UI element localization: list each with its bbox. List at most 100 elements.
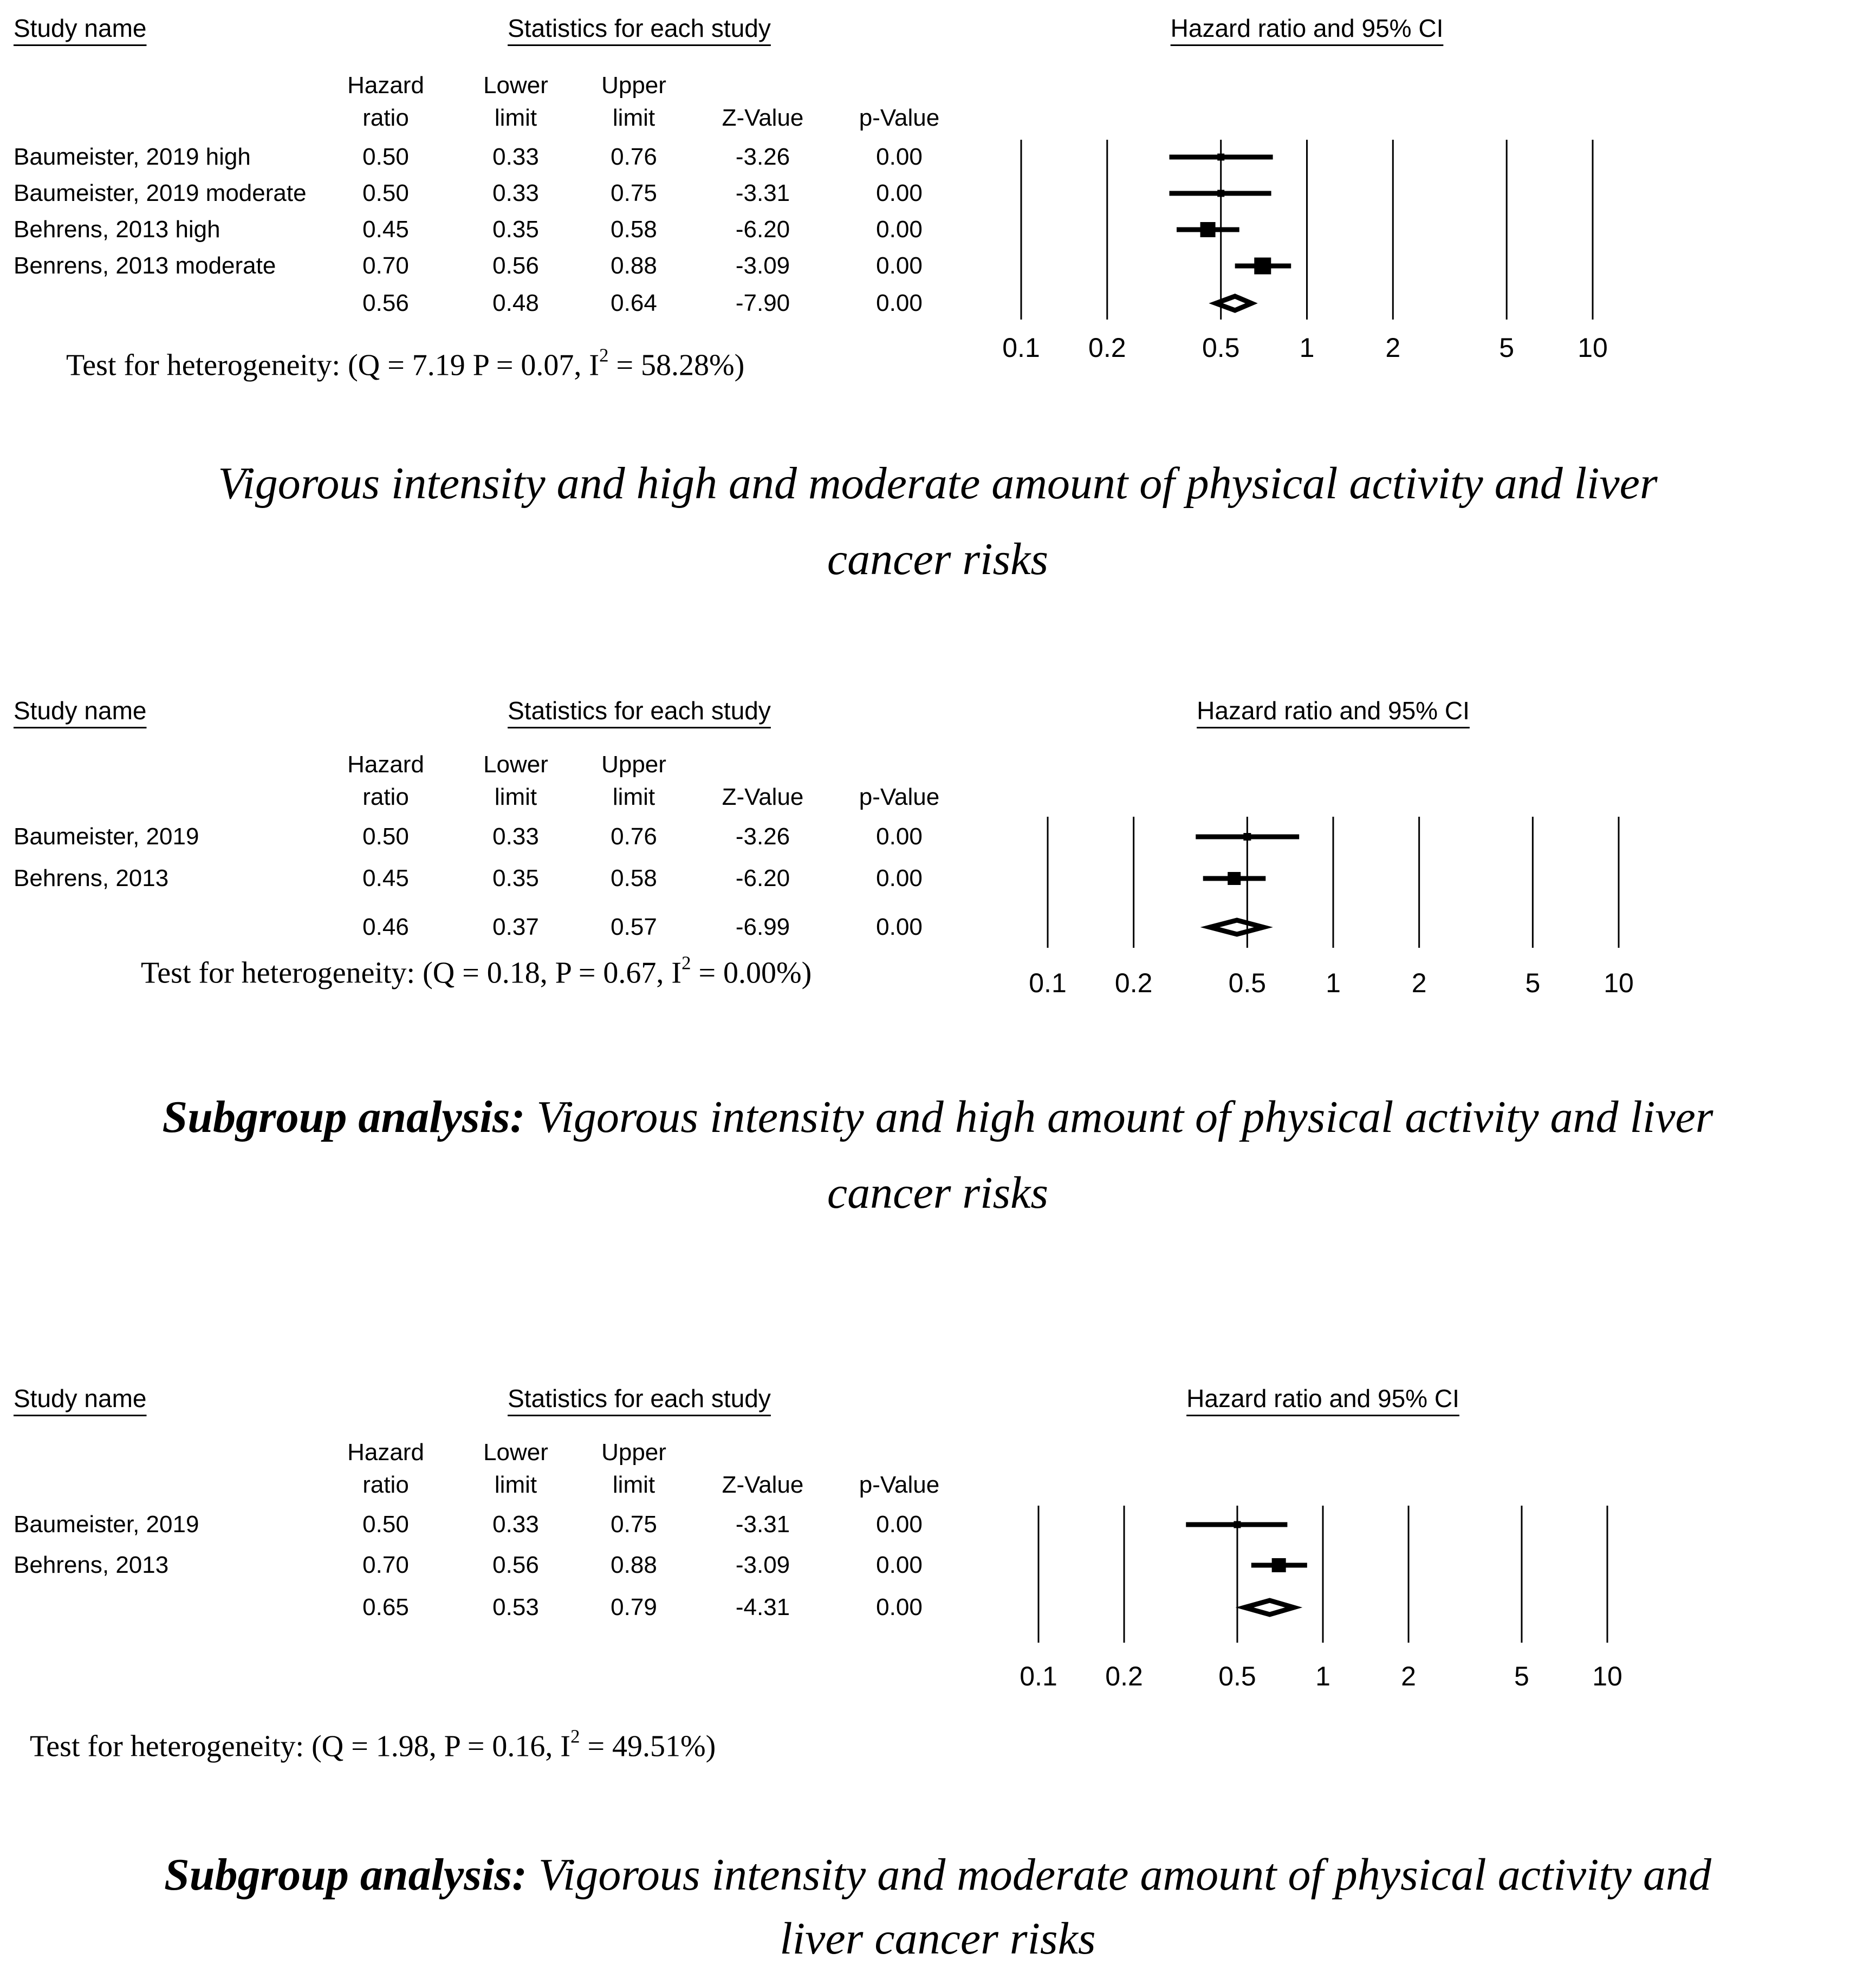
stat-value: 0.33 bbox=[492, 823, 539, 850]
stat-value: 0.75 bbox=[611, 180, 657, 206]
stat-value: 0.76 bbox=[611, 144, 657, 170]
column-header: Hazard bbox=[347, 751, 424, 778]
stat-value: 0.00 bbox=[876, 144, 923, 170]
panel-caption-line-1: Subgroup analysis: Vigorous intensity an… bbox=[163, 1090, 1713, 1144]
study-label: Behrens, 2013 bbox=[14, 865, 169, 891]
stat-value: -6.99 bbox=[735, 914, 790, 940]
stat-value: 0.00 bbox=[876, 252, 923, 279]
column-header: Hazard bbox=[347, 1439, 424, 1466]
caption-text: Vigorous intensity and high and moderate… bbox=[218, 458, 1658, 509]
study-label: Behrens, 2013 high bbox=[14, 216, 220, 243]
axis-tick-label: 0.1 bbox=[1020, 1661, 1057, 1691]
stat-value: 0.37 bbox=[492, 914, 539, 940]
axis-tick-label: 10 bbox=[1592, 1661, 1622, 1691]
axis-tick-label: 0.5 bbox=[1218, 1661, 1256, 1691]
stat-value: -3.09 bbox=[735, 1552, 790, 1578]
stat-value: 0.70 bbox=[362, 1552, 409, 1578]
stat-value: 0.35 bbox=[492, 865, 539, 891]
stat-value: 0.57 bbox=[611, 914, 657, 940]
stat-value: 0.33 bbox=[492, 1511, 539, 1538]
axis-tick-label: 0.2 bbox=[1088, 333, 1126, 363]
stat-value: 0.65 bbox=[362, 1594, 409, 1620]
effect-marker bbox=[1254, 257, 1271, 275]
stat-value: 0.88 bbox=[611, 1552, 657, 1578]
column-header: Upper bbox=[601, 1439, 666, 1466]
plot-header: Hazard ratio and 95% CI bbox=[1197, 696, 1470, 725]
heterogeneity-pre: Test for heterogeneity: (Q = 0.18, P = 0… bbox=[141, 956, 682, 990]
column-header: ratio bbox=[362, 105, 409, 131]
study-name-header: Study name bbox=[14, 14, 147, 42]
stat-value: -3.26 bbox=[735, 144, 790, 170]
stat-value: 0.00 bbox=[876, 823, 923, 850]
heterogeneity-superscript: 2 bbox=[570, 1726, 580, 1747]
effect-marker bbox=[1271, 1558, 1286, 1572]
heterogeneity-superscript: 2 bbox=[599, 344, 609, 366]
heterogeneity-pre: Test for heterogeneity: (Q = 7.19 P = 0.… bbox=[66, 348, 600, 382]
stat-value: -4.31 bbox=[735, 1594, 790, 1620]
column-header: limit bbox=[612, 784, 655, 810]
panel-caption-line-2: cancer risks bbox=[827, 532, 1048, 587]
heterogeneity-post: = 0.00%) bbox=[691, 956, 812, 990]
study-label: Baumeister, 2019 moderate bbox=[14, 180, 307, 206]
panel-caption-line-2: liver cancer risks bbox=[780, 1912, 1095, 1966]
stat-value: 0.70 bbox=[362, 252, 409, 279]
stat-value: 0.75 bbox=[611, 1511, 657, 1538]
stat-value: 0.56 bbox=[492, 1552, 539, 1578]
stat-value: -3.31 bbox=[735, 180, 790, 206]
stat-value: 0.48 bbox=[492, 290, 539, 316]
study-name-header: Study name bbox=[14, 1384, 147, 1412]
axis-tick-label: 2 bbox=[1411, 968, 1427, 998]
stat-value: 0.45 bbox=[362, 216, 409, 243]
stat-value: 0.00 bbox=[876, 1552, 923, 1578]
panel-caption-line-2: cancer risks bbox=[827, 1166, 1048, 1220]
column-header: limit bbox=[494, 784, 537, 810]
heterogeneity-post: = 58.28%) bbox=[608, 348, 745, 382]
column-header: p-Value bbox=[859, 1472, 940, 1498]
stat-value: 0.00 bbox=[876, 216, 923, 243]
axis-tick-label: 5 bbox=[1525, 968, 1541, 998]
heterogeneity-post: = 49.51%) bbox=[580, 1729, 716, 1763]
column-header: Lower bbox=[483, 751, 548, 778]
column-header: Z-Value bbox=[722, 1472, 804, 1498]
pooled-diamond bbox=[1209, 294, 1258, 313]
caption-text: cancer risks bbox=[827, 534, 1049, 584]
column-header: Z-Value bbox=[722, 784, 804, 810]
heterogeneity-superscript: 2 bbox=[681, 952, 691, 974]
panel-caption-line-1: Subgroup analysis: Vigorous intensity an… bbox=[164, 1848, 1711, 1902]
stat-value: 0.35 bbox=[492, 216, 539, 243]
axis-tick-label: 2 bbox=[1401, 1661, 1416, 1691]
stat-value: 0.64 bbox=[611, 290, 657, 316]
axis-tick-label: 5 bbox=[1499, 333, 1515, 363]
stat-value: 0.76 bbox=[611, 823, 657, 850]
stat-value: 0.45 bbox=[362, 865, 409, 891]
stat-value: 0.58 bbox=[611, 865, 657, 891]
axis-tick-label: 1 bbox=[1299, 333, 1315, 363]
heterogeneity-text: Test for heterogeneity: (Q = 1.98, P = 0… bbox=[30, 1726, 716, 1769]
axis-tick-label: 0.5 bbox=[1228, 968, 1267, 998]
pooled-diamond bbox=[1200, 917, 1273, 937]
stat-value: 0.46 bbox=[362, 914, 409, 940]
column-header: limit bbox=[612, 1472, 655, 1498]
stat-value: 0.58 bbox=[611, 216, 657, 243]
axis-tick-label: 1 bbox=[1326, 968, 1341, 998]
stat-value: 0.56 bbox=[362, 290, 409, 316]
stat-value: 0.88 bbox=[611, 252, 657, 279]
study-label: Baumeister, 2019 bbox=[14, 823, 199, 850]
stat-value: 0.50 bbox=[362, 144, 409, 170]
effect-marker bbox=[1200, 222, 1216, 237]
stat-value: 0.53 bbox=[492, 1594, 539, 1620]
effect-marker bbox=[1228, 872, 1241, 885]
plot-header: Hazard ratio and 95% CI bbox=[1186, 1384, 1459, 1412]
column-header: ratio bbox=[362, 784, 409, 810]
axis-tick-label: 0.1 bbox=[1002, 333, 1040, 363]
column-header: Upper bbox=[601, 72, 666, 99]
stat-value: -3.09 bbox=[735, 252, 790, 279]
stat-value: 0.50 bbox=[362, 1511, 409, 1538]
stat-value: 0.00 bbox=[876, 914, 923, 940]
stat-value: -3.26 bbox=[735, 823, 790, 850]
stats-header: Statistics for each study bbox=[508, 1384, 771, 1412]
stats-header: Statistics for each study bbox=[508, 696, 771, 725]
caption-text: Vigorous intensity and high amount of ph… bbox=[536, 1092, 1713, 1142]
axis-tick-label: 2 bbox=[1385, 333, 1401, 363]
